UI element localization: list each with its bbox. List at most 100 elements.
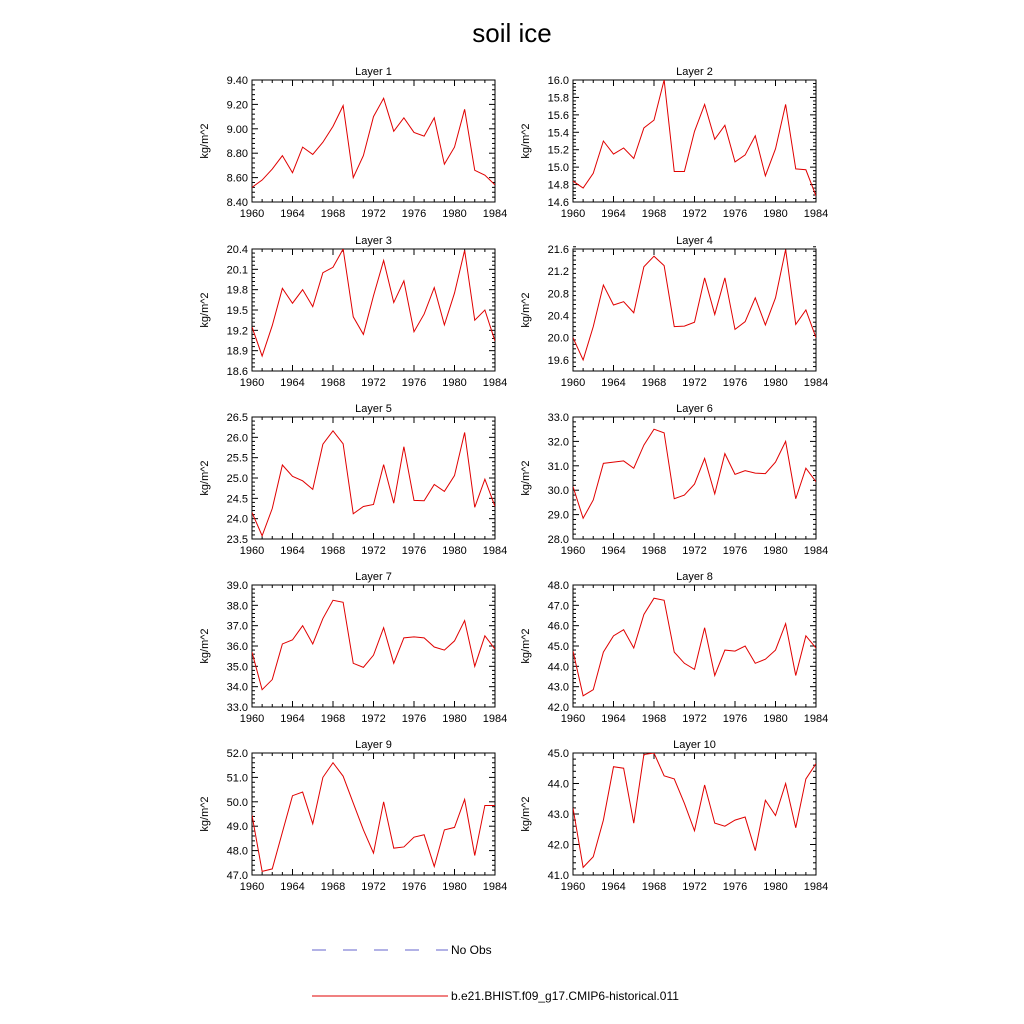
panel-title: Layer 9 <box>355 739 392 751</box>
y-tick-label: 21.2 <box>548 266 569 278</box>
y-tick-label: 18.6 <box>227 366 248 378</box>
x-tick-label: 1984 <box>804 881 828 893</box>
panel-title: Layer 6 <box>676 403 713 415</box>
series-line <box>573 80 816 197</box>
series-line <box>252 599 495 691</box>
y-tick-label: 9.00 <box>227 124 248 136</box>
x-tick-label: 1984 <box>483 377 507 389</box>
x-tick-label: 1968 <box>642 377 666 389</box>
x-tick-label: 1976 <box>723 208 747 220</box>
y-tick-label: 25.5 <box>227 453 248 465</box>
panel-layer-1: Layer 1 kg/m^2 1960 1964 1968 1972 1976 1980 198… <box>199 66 507 220</box>
y-tick-label: 36.0 <box>227 641 248 653</box>
y-tick-label: 28.0 <box>548 534 569 546</box>
panel-title: Layer 2 <box>676 66 713 78</box>
x-tick-label: 1964 <box>601 545 625 557</box>
y-axis-label: kg/m^2 <box>199 292 211 327</box>
x-tick-label: 1960 <box>240 545 264 557</box>
x-tick-label: 1964 <box>280 713 304 725</box>
x-tick-label: 1960 <box>240 208 264 220</box>
x-tick-label: 1968 <box>321 545 345 557</box>
y-tick-label: 42.0 <box>548 702 569 714</box>
y-tick-label: 38.0 <box>227 600 248 612</box>
figure-title: soil ice <box>472 18 551 48</box>
y-tick-label: 49.0 <box>227 821 248 833</box>
x-tick-label: 1984 <box>483 713 507 725</box>
y-tick-label: 20.0 <box>548 333 569 345</box>
y-tick-label: 25.0 <box>227 473 248 485</box>
y-tick-label: 15.8 <box>548 92 569 104</box>
y-tick-label: 15.2 <box>548 145 569 157</box>
panel-title: Layer 1 <box>355 66 392 78</box>
y-tick-label: 52.0 <box>227 748 248 760</box>
x-tick-label: 1980 <box>442 377 466 389</box>
y-tick-label: 46.0 <box>548 621 569 633</box>
y-tick-label: 20.1 <box>227 264 248 276</box>
x-tick-label: 1964 <box>280 377 304 389</box>
y-tick-label: 18.9 <box>227 346 248 358</box>
y-tick-label: 35.0 <box>227 661 248 673</box>
x-tick-label: 1972 <box>361 377 385 389</box>
y-tick-label: 45.0 <box>548 748 569 760</box>
x-tick-label: 1980 <box>763 881 787 893</box>
y-tick-label: 32.0 <box>548 436 569 448</box>
x-tick-label: 1964 <box>280 881 304 893</box>
x-tick-label: 1964 <box>280 208 304 220</box>
y-tick-label: 8.40 <box>227 197 248 209</box>
y-tick-label: 51.0 <box>227 772 248 784</box>
x-tick-label: 1976 <box>402 881 426 893</box>
y-tick-label: 39.0 <box>227 580 248 592</box>
x-tick-label: 1960 <box>240 713 264 725</box>
y-tick-label: 47.0 <box>227 870 248 882</box>
y-tick-label: 26.5 <box>227 412 248 424</box>
y-axis-label: kg/m^2 <box>199 628 211 663</box>
x-tick-label: 1968 <box>321 713 345 725</box>
y-tick-label: 9.20 <box>227 99 248 111</box>
x-tick-label: 1976 <box>402 545 426 557</box>
panel-layer-3: Layer 3 kg/m^2 1960 1964 1968 1972 1976 1980 198… <box>199 235 507 389</box>
panel-title: Layer 10 <box>673 739 716 751</box>
y-tick-label: 24.5 <box>227 493 248 505</box>
y-tick-label: 41.0 <box>548 870 569 882</box>
y-tick-label: 19.5 <box>227 305 248 317</box>
y-tick-label: 23.5 <box>227 534 248 546</box>
y-tick-label: 47.0 <box>548 600 569 612</box>
panel-layer-9: Layer 9 kg/m^2 1960 1964 1968 1972 1976 1980 198… <box>199 739 507 893</box>
x-tick-label: 1972 <box>682 881 706 893</box>
x-tick-label: 1964 <box>601 208 625 220</box>
y-tick-label: 15.4 <box>548 127 569 139</box>
y-tick-label: 31.0 <box>548 461 569 473</box>
series-line <box>573 249 816 362</box>
x-tick-label: 1984 <box>804 545 828 557</box>
x-tick-label: 1976 <box>723 545 747 557</box>
x-tick-label: 1980 <box>763 713 787 725</box>
y-tick-label: 15.6 <box>548 110 569 122</box>
y-axis-label: kg/m^2 <box>199 796 211 831</box>
x-tick-label: 1960 <box>561 545 585 557</box>
x-tick-label: 1976 <box>402 377 426 389</box>
x-tick-label: 1980 <box>442 545 466 557</box>
x-tick-label: 1972 <box>682 208 706 220</box>
x-tick-label: 1980 <box>763 377 787 389</box>
x-tick-label: 1960 <box>561 377 585 389</box>
y-axis-label: kg/m^2 <box>520 796 532 831</box>
panel-layer-5: Layer 5 kg/m^2 1960 1964 1968 1972 1976 1980 198… <box>199 403 507 557</box>
panel-title: Layer 5 <box>355 403 392 415</box>
x-tick-label: 1972 <box>361 881 385 893</box>
x-tick-label: 1964 <box>601 713 625 725</box>
panel-layer-10: Layer 10 kg/m^2 1960 1964 1968 1972 1976 1980 19… <box>520 739 828 893</box>
y-tick-label: 20.4 <box>227 244 248 256</box>
y-tick-label: 33.0 <box>548 412 569 424</box>
x-tick-label: 1980 <box>442 208 466 220</box>
x-tick-label: 1964 <box>601 377 625 389</box>
x-tick-label: 1968 <box>321 881 345 893</box>
y-tick-label: 48.0 <box>227 846 248 858</box>
series-line <box>573 597 816 697</box>
x-tick-label: 1976 <box>402 208 426 220</box>
y-tick-label: 20.8 <box>548 288 569 300</box>
y-tick-label: 33.0 <box>227 702 248 714</box>
y-tick-label: 44.0 <box>548 661 569 673</box>
x-tick-label: 1968 <box>642 208 666 220</box>
y-tick-label: 48.0 <box>548 580 569 592</box>
x-tick-label: 1984 <box>483 545 507 557</box>
